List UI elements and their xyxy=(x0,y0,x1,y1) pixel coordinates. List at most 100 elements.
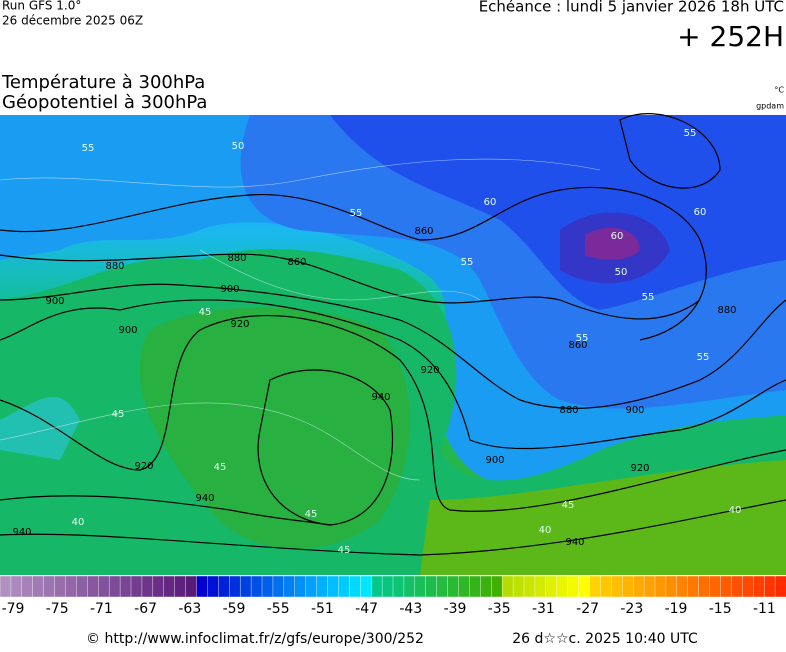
geopotential-label: 940 xyxy=(12,527,31,538)
colorbar-swatch xyxy=(32,575,45,598)
colorbar-swatch xyxy=(774,575,786,598)
lead-time: + 252H xyxy=(677,20,784,53)
colorbar-swatch xyxy=(229,575,241,598)
colorbar-swatch xyxy=(370,575,383,598)
colorbar-swatch xyxy=(458,575,470,598)
geopotential-label: 880 xyxy=(559,405,578,416)
colorbar-label: -31 xyxy=(532,601,555,617)
colorbar-swatch xyxy=(742,575,754,598)
colorbar-swatch xyxy=(163,575,176,598)
colorbar-swatch xyxy=(534,575,547,598)
colorbar-swatch xyxy=(763,575,776,598)
colorbar-swatch xyxy=(403,575,416,598)
temperature-label: 45 xyxy=(338,545,351,556)
run-date: 26 décembre 2025 06Z xyxy=(2,14,143,28)
colorbar-swatch xyxy=(141,575,154,598)
colorbar-label: -43 xyxy=(399,601,422,617)
colorbar-label: -15 xyxy=(709,601,732,617)
temperature-label: 60 xyxy=(484,197,497,208)
colorbar-swatch xyxy=(130,575,143,598)
colorbar-label: -67 xyxy=(134,601,157,617)
colorbar-swatch xyxy=(119,575,132,598)
colorbar-swatch xyxy=(196,575,208,598)
colorbar-swatch xyxy=(611,575,623,598)
colorbar-swatch xyxy=(447,575,460,598)
colorbar-label: -11 xyxy=(753,601,776,617)
colorbar-swatch xyxy=(654,575,667,598)
colorbar-swatch xyxy=(98,575,110,598)
colorbar-swatch xyxy=(676,575,689,598)
temperature-label: 45 xyxy=(214,462,227,473)
colorbar-swatch xyxy=(316,575,329,598)
geopotential-label: 880 xyxy=(717,305,736,316)
geopotential-label: 860 xyxy=(568,340,587,351)
geopotential-label: 880 xyxy=(105,261,124,272)
colorbar-swatch xyxy=(425,575,438,598)
colorbar-label: -75 xyxy=(46,601,69,617)
geopotential-label: 880 xyxy=(227,253,246,264)
temperature-label: 55 xyxy=(82,143,95,154)
colorbar-swatch xyxy=(305,575,318,598)
colorbar-swatch xyxy=(360,575,372,598)
colorbar-swatch xyxy=(622,575,634,598)
run: Run GFS 1.0° xyxy=(2,0,81,13)
geopotential-label: 900 xyxy=(220,284,239,295)
temperature-label: 45 xyxy=(305,509,318,520)
colorbar-swatch xyxy=(250,575,263,598)
temperature-label: 55 xyxy=(684,128,697,139)
colorbar-swatch xyxy=(349,575,361,598)
colorbar-swatch xyxy=(414,575,427,598)
colorbar-swatch xyxy=(65,575,77,598)
geopotential-label: 860 xyxy=(414,226,433,237)
colorbar-swatch xyxy=(218,575,230,598)
geopotential-label: 920 xyxy=(630,463,649,474)
colorbar-label: -59 xyxy=(223,601,246,617)
colorbar-label: -35 xyxy=(488,601,511,617)
colorbar-label: -39 xyxy=(444,601,467,617)
geopotential-label: 920 xyxy=(134,461,153,472)
colorbar-swatch xyxy=(87,575,99,598)
temperature-label: 40 xyxy=(72,517,85,528)
geopotential-label: 940 xyxy=(565,537,584,548)
colorbar-swatch xyxy=(632,575,645,598)
temperature-label: 55 xyxy=(642,292,655,303)
colorbar-swatch xyxy=(43,575,56,598)
colorbar-label: -79 xyxy=(2,601,25,617)
colorbar-swatch xyxy=(338,575,350,598)
colorbar-swatch xyxy=(480,575,492,598)
colorbar-label: -51 xyxy=(311,601,334,617)
colorbar-swatch xyxy=(174,575,187,598)
temperature-unit: °C xyxy=(774,86,784,95)
valid-time: Echéance : lundi 5 janvier 2026 18h UTC xyxy=(479,0,784,16)
colorbar-swatch xyxy=(501,575,514,598)
colorbar-swatch xyxy=(283,575,296,598)
map xyxy=(0,113,786,575)
colorbar-label: -19 xyxy=(665,601,688,617)
colorbar-swatch xyxy=(436,575,449,598)
colorbar-swatch xyxy=(698,575,711,598)
colorbar-swatch xyxy=(21,575,34,598)
colorbar-swatch xyxy=(152,575,165,598)
colorbar-swatch xyxy=(10,575,23,598)
colorbar-swatch xyxy=(239,575,252,598)
colorbar-swatch xyxy=(327,575,339,598)
colorbar-swatch xyxy=(687,575,700,598)
temperature-label: 55 xyxy=(350,208,363,219)
colorbar-swatch xyxy=(556,575,569,598)
colorbar-swatch xyxy=(578,575,590,598)
colorbar-label: -47 xyxy=(355,601,378,617)
colorbar-label: -55 xyxy=(267,601,290,617)
colorbar-swatch xyxy=(720,575,732,598)
colorbar-swatch xyxy=(600,575,612,598)
colorbar-swatch xyxy=(709,575,721,598)
source: © http://www.infoclimat.fr/z/gfs/europe/… xyxy=(86,631,424,647)
geopotential-label: 920 xyxy=(230,319,249,330)
colorbar-swatch xyxy=(392,575,405,598)
temperature-label: 55 xyxy=(461,257,474,268)
colorbar-swatch xyxy=(272,575,285,598)
geopotential-label: 920 xyxy=(420,365,439,376)
colorbar-swatch xyxy=(294,575,307,598)
geopotential-label: 900 xyxy=(45,296,64,307)
